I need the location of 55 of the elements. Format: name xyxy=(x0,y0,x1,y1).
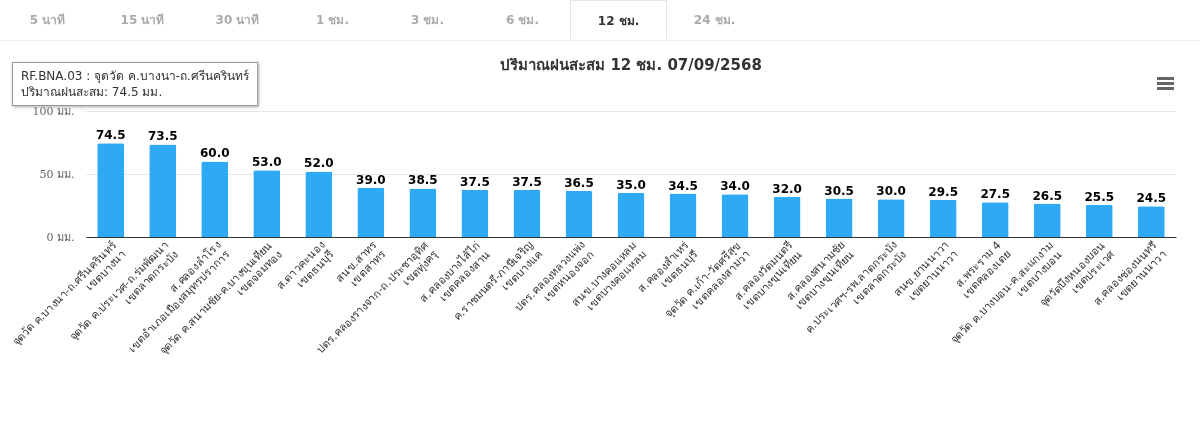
bar xyxy=(149,144,177,237)
bar xyxy=(565,191,593,237)
chart-title: ปริมาณฝนสะสม 12 ชม. 07/09/2568 xyxy=(500,56,762,74)
text: 1 ชม. xyxy=(314,12,351,29)
y-tick-label: 100 มม. xyxy=(32,104,75,118)
bar xyxy=(305,171,333,237)
data-label: 53.0 xyxy=(251,155,282,170)
data-label: 34.5 xyxy=(668,178,698,193)
data-label: 29.5 xyxy=(928,184,958,199)
data-label: 60.0 xyxy=(199,146,230,161)
data-label: 39.0 xyxy=(356,172,386,187)
bar xyxy=(1033,203,1061,237)
bar xyxy=(669,193,697,237)
data-label: 26.5 xyxy=(1032,188,1063,203)
text: 5 นาที xyxy=(28,12,67,29)
data-label: 37.5 xyxy=(512,174,542,189)
y-tick-label: 0 มม. xyxy=(46,230,75,244)
text: 6 ชม. xyxy=(504,12,541,29)
data-label: 32.0 xyxy=(772,181,802,196)
data-label: 24.5 xyxy=(1136,191,1167,206)
data-label: 37.5 xyxy=(460,174,490,189)
text: RF.BNA.03 : จุดวัด ค.บางนา-ถ.ศรีนครินทร์ ปริมาณฝนสะสม: 74.5 มม. xyxy=(12,62,258,106)
data-label: 35.0 xyxy=(616,177,646,192)
text: 30 นาที xyxy=(214,12,261,29)
bar xyxy=(1137,206,1165,237)
data-label: 52.0 xyxy=(304,156,334,171)
text: 12 ชม. xyxy=(570,0,667,40)
bar xyxy=(461,189,489,237)
data-label: 30.5 xyxy=(824,183,854,198)
y-tick-label: 50 มม. xyxy=(39,167,75,181)
bar xyxy=(97,143,125,237)
bar xyxy=(253,170,281,237)
data-label: 27.5 xyxy=(980,187,1011,202)
bar xyxy=(929,199,957,237)
bar xyxy=(877,199,905,237)
data-label: 38.5 xyxy=(408,173,438,188)
bar xyxy=(1085,204,1113,237)
data-label: 74.5 xyxy=(95,128,126,143)
bar xyxy=(773,196,801,237)
data-label: 30.0 xyxy=(876,184,906,199)
bar xyxy=(721,194,749,237)
bar xyxy=(201,161,229,237)
bar xyxy=(617,192,645,237)
bar xyxy=(825,198,853,237)
bar xyxy=(981,202,1009,237)
data-label: 34.0 xyxy=(720,179,750,194)
text: 15 นาที xyxy=(119,12,166,29)
text: 24 ชม. xyxy=(692,12,737,29)
data-label: 36.5 xyxy=(564,176,594,191)
bar xyxy=(513,189,541,237)
data-label: 73.5 xyxy=(147,129,178,144)
text: 3 ชม. xyxy=(409,12,446,29)
data-label: 25.5 xyxy=(1084,189,1115,204)
bar xyxy=(409,188,437,237)
bar xyxy=(357,187,385,237)
